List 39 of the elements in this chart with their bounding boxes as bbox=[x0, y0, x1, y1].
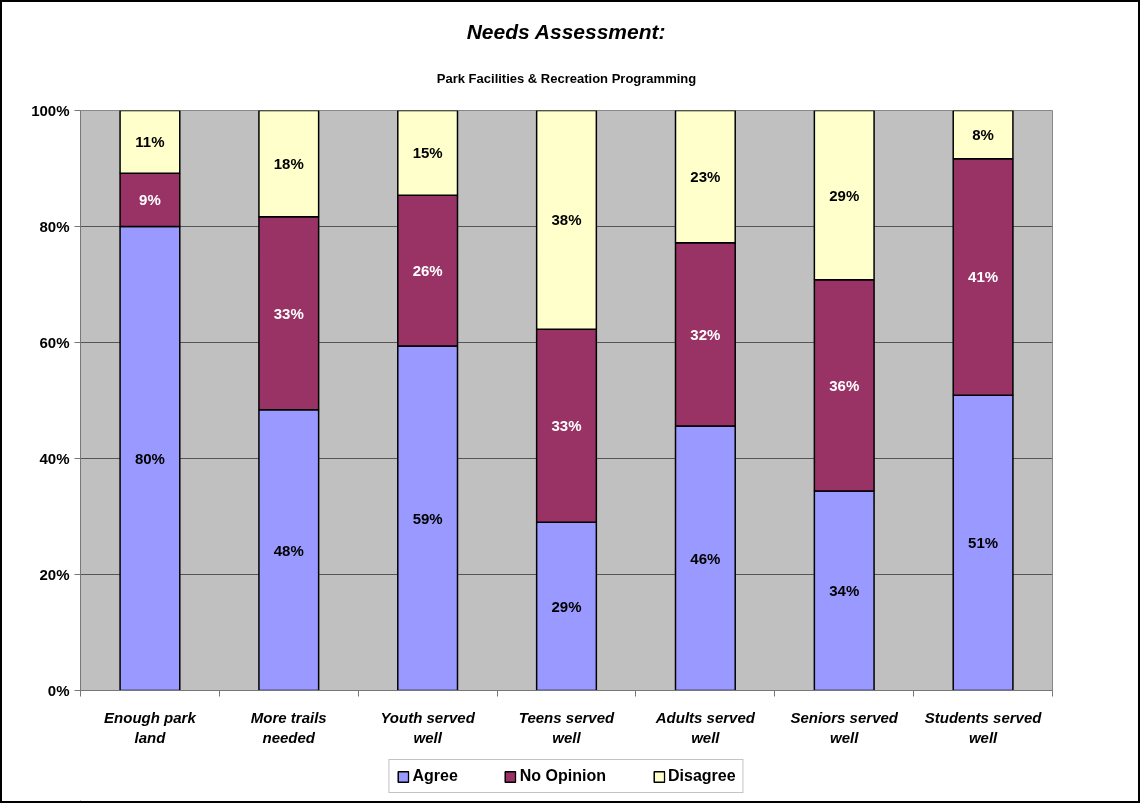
data-label: 18% bbox=[273, 155, 304, 173]
data-label: 15% bbox=[412, 144, 443, 162]
chart-subtitle: Park Facilities & Recreation Programming bbox=[436, 71, 697, 86]
data-label: 32% bbox=[690, 325, 721, 343]
y-tick-label: 0% bbox=[47, 682, 70, 699]
data-label: 80% bbox=[134, 450, 165, 467]
data-label: 9% bbox=[139, 191, 161, 209]
legend-label: Disagree bbox=[667, 767, 736, 785]
legend-label: No Opinion bbox=[519, 767, 606, 785]
x-tick-label: Adults served well bbox=[654, 708, 756, 746]
data-label: 33% bbox=[551, 417, 582, 435]
data-label: 46% bbox=[690, 549, 721, 567]
y-tick-label: 80% bbox=[39, 218, 70, 235]
y-tick-label: 100% bbox=[31, 102, 70, 119]
data-label: 59% bbox=[412, 509, 443, 527]
x-tick-label: More trails needed bbox=[250, 708, 327, 746]
x-tick-label: Enough park land bbox=[104, 708, 197, 746]
data-label: 11% bbox=[135, 133, 165, 151]
data-label: 41% bbox=[968, 268, 999, 286]
legend-label: Agree bbox=[412, 767, 458, 785]
data-label: 33% bbox=[273, 304, 304, 322]
data-label: 51% bbox=[968, 534, 999, 552]
y-tick-label: 60% bbox=[39, 334, 70, 351]
y-tick-label: 20% bbox=[39, 566, 70, 583]
data-label: 29% bbox=[829, 186, 860, 204]
y-tick-label: 40% bbox=[39, 450, 70, 467]
data-label: 34% bbox=[829, 582, 860, 600]
chart-title: Needs Assessment: bbox=[466, 20, 666, 43]
data-label: 38% bbox=[551, 211, 582, 229]
data-label: 8% bbox=[972, 126, 994, 144]
x-tick-label: Youth served well bbox=[380, 708, 476, 746]
x-tick-label: Students served well bbox=[924, 708, 1043, 746]
x-tick-label: Seniors served well bbox=[790, 708, 899, 746]
x-tick-label: Teens served well bbox=[518, 708, 615, 746]
data-label: 26% bbox=[412, 262, 443, 280]
data-label: 48% bbox=[273, 541, 304, 559]
data-label: 29% bbox=[551, 597, 582, 615]
data-label: 36% bbox=[829, 376, 860, 394]
data-label: 23% bbox=[690, 168, 721, 186]
